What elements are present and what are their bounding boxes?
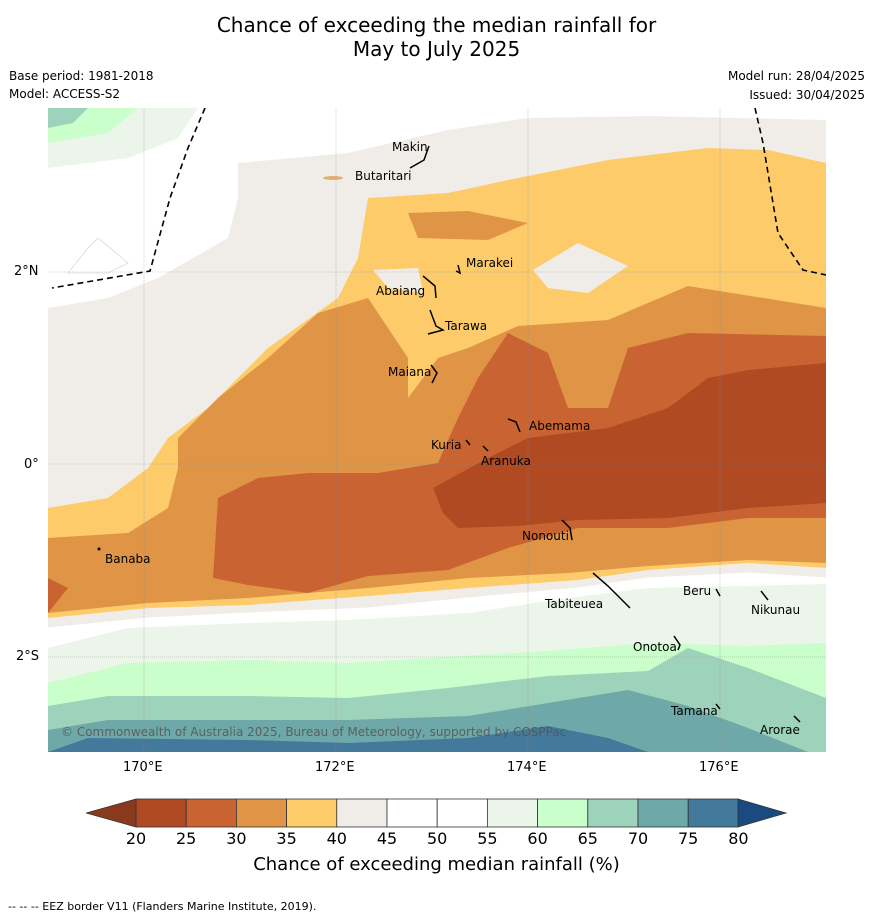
island-label: Tabiteuea	[544, 597, 603, 611]
island-label: Beru	[683, 584, 711, 598]
colorbar-cell	[537, 798, 589, 828]
colorbar-tick-label: 35	[276, 829, 297, 848]
lon-label-174: 174°E	[507, 760, 547, 775]
colorbar-tick-label: 20	[125, 829, 147, 848]
lat-label-2n: 2°N	[14, 264, 39, 279]
colorbar-tick-label: 40	[326, 829, 347, 848]
model-run: Model run: 28/04/2025	[727, 69, 865, 83]
colorbar-cell	[386, 798, 438, 828]
island-outline-tabiteuea	[592, 572, 631, 609]
island-outline-aranuka	[482, 445, 489, 452]
colorbar-under-arrow	[86, 798, 137, 828]
colorbar-tick-label: 45	[376, 829, 398, 848]
island-outline-kuria	[465, 439, 471, 446]
island-outline-nikunau	[760, 590, 769, 601]
colorbar-cell	[336, 798, 388, 828]
colorbar-cell	[687, 798, 739, 828]
colorbar-tick-label: 50	[427, 829, 448, 848]
colorbar-tick-label: 30	[226, 829, 247, 848]
colorbar	[86, 798, 788, 828]
lat-label-0: 0°	[24, 457, 39, 472]
colorbar-tick-label: 60	[527, 829, 548, 848]
island-label: Tamana	[670, 704, 718, 718]
colorbar-cell	[135, 798, 187, 828]
island-outline-abemama	[507, 418, 521, 433]
island-label: Abaiang	[376, 284, 425, 298]
base-period: Base period: 1981-2018	[9, 69, 154, 83]
colorbar-cell	[235, 798, 287, 828]
island-label: Butaritari	[355, 169, 412, 183]
island-outline-maiana	[430, 364, 438, 384]
eez-border-west	[51, 107, 206, 289]
issued-date: Issued: 30/04/2025	[749, 88, 865, 102]
eez-footnote: -- -- -- EEZ border V11 (Flanders Marine…	[8, 900, 317, 913]
colorbar-cell	[436, 798, 488, 828]
model-name: Model: ACCESS-S2	[9, 87, 121, 101]
colorbar-cell	[486, 798, 538, 828]
island-label: Marakei	[466, 256, 513, 270]
colorbar-tick-label: 80	[728, 829, 749, 848]
island-label: Abemama	[529, 419, 590, 433]
colorbar-tick-label: 65	[577, 829, 598, 848]
lon-label-170: 170°E	[123, 760, 163, 775]
map-title-line1: Chance of exceeding the median rainfall …	[216, 13, 657, 37]
island-label: Tarawa	[444, 319, 487, 333]
island-label: Maiana	[388, 365, 431, 379]
copyright-notice: © Commonwealth of Australia 2025, Bureau…	[61, 725, 566, 739]
colorbar-cell	[587, 798, 639, 828]
colorbar-cell	[185, 798, 237, 828]
colorbar-cell	[637, 798, 689, 828]
island-outline-tarawa	[427, 309, 445, 335]
island-outline-beru	[715, 588, 721, 597]
island-outline-arorae	[793, 715, 801, 723]
island-outline-marakei	[455, 264, 462, 275]
eez-border-east	[754, 107, 827, 276]
island-outline-banaba	[97, 547, 101, 551]
island-label: Kuria	[431, 438, 462, 452]
island-label: Nonouti	[522, 529, 569, 543]
colorbar-over-arrow	[737, 798, 788, 828]
island-label: Onotoa	[633, 640, 677, 654]
colorbar-tick-label: 75	[678, 829, 699, 848]
colorbar-tick-label: 55	[477, 829, 498, 848]
lon-label-176: 176°E	[699, 760, 739, 775]
island-label: Banaba	[105, 552, 151, 566]
island-label: Arorae	[760, 723, 800, 737]
map-title-line2: May to July 2025	[352, 37, 521, 61]
colorbar-tick-label: 25	[176, 829, 197, 848]
island-outline-abaiang	[422, 275, 437, 299]
island-label: Nikunau	[751, 603, 800, 617]
lat-label-2s: 2°S	[16, 649, 40, 664]
colorbar-tick-label: 70	[627, 829, 649, 848]
map-canvas: Makin Butaritari Marakei Abaiang Tarawa …	[47, 107, 827, 752]
island-outline-tamana	[715, 703, 721, 710]
island-outline-butaritari	[323, 176, 343, 180]
island-label: Makin	[392, 140, 428, 154]
lon-label-172: 172°E	[315, 760, 355, 775]
island-outline-nonouti	[561, 519, 573, 541]
island-outline-onotoa	[673, 635, 681, 651]
colorbar-label: Chance of exceeding median rainfall (%)	[253, 854, 620, 875]
colorbar-cell	[286, 798, 338, 828]
island-label: Aranuka	[481, 454, 531, 468]
rainfall-map: Makin Butaritari Marakei Abaiang Tarawa …	[47, 107, 827, 752]
island-outline-makin	[409, 145, 430, 169]
